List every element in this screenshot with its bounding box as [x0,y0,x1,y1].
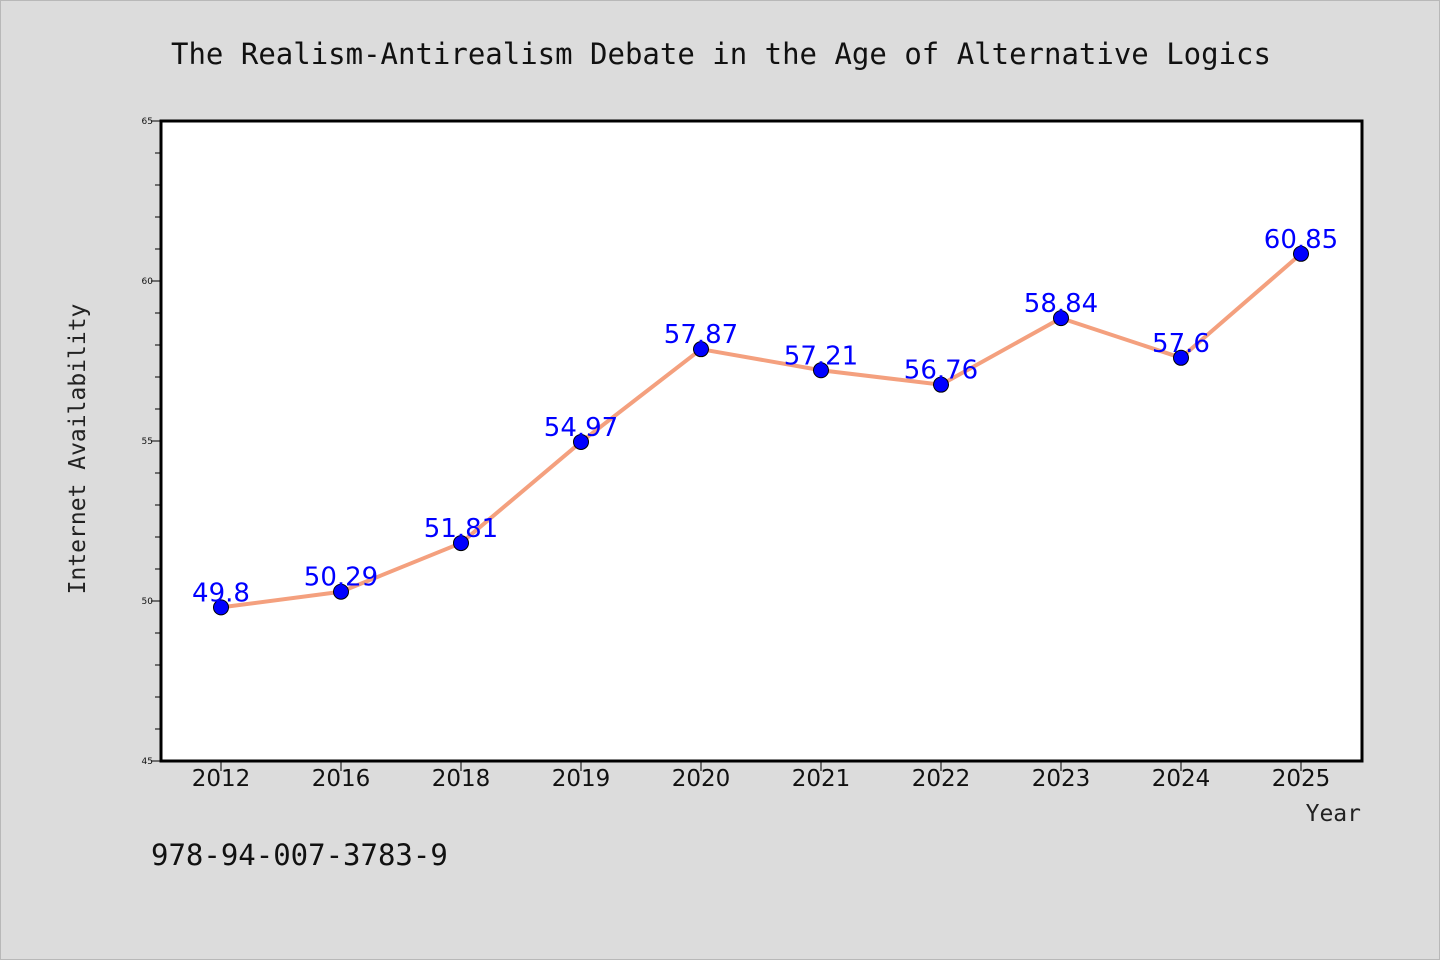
data-point [213,599,229,616]
y-tick-label: 45 [142,757,153,767]
data-markers [213,245,1309,616]
data-point [1173,349,1189,366]
y-axis-label: Internet Availability [65,304,91,595]
x-axis-ticks: 2012 2016 2018 2019 2020 2021 2022 2023 2024 2025 [192,761,1331,792]
x-tick-label: 2021 [792,766,851,792]
data-label: 49.8 [192,578,250,608]
y-tick-label: 50 [142,597,154,607]
data-point [573,433,589,450]
x-axis-label: Year [1306,801,1361,827]
x-tick-label: 2024 [1152,766,1211,792]
data-label: 56.76 [904,356,978,386]
y-axis-ticks: 45 50 55 60 65 [142,117,161,767]
x-tick-label: 2018 [432,766,491,792]
data-point [933,376,949,393]
x-tick-label: 2012 [192,766,251,792]
data-label: 51.81 [424,514,498,544]
x-tick-label: 2019 [552,766,611,792]
data-point [1293,245,1309,262]
x-tick-label: 2020 [672,766,731,792]
data-point [813,362,829,379]
data-label: 60.85 [1264,225,1338,255]
series-line-group [219,251,1303,610]
chart-title: The Realism-Antirealism Debate in the Ag… [171,37,1271,71]
data-point [1053,310,1069,327]
data-point [693,341,709,358]
x-tick-label: 2023 [1032,766,1091,792]
x-tick-label: 2016 [312,766,371,792]
series-line [219,251,1303,610]
y-tick-label: 65 [142,117,153,127]
plot-area [159,119,1364,763]
data-point [453,535,469,552]
y-tick-label: 60 [142,277,154,287]
x-tick-label: 2022 [912,766,971,792]
data-label: 57.87 [664,320,738,350]
y-tick-label: 55 [142,437,153,447]
data-label: 54.97 [544,413,618,443]
data-point [333,583,349,600]
data-label: 50.29 [304,563,378,593]
x-tick-label: 2025 [1272,766,1331,792]
data-label: 57.6 [1152,329,1210,359]
isbn-text: 978-94-007-3783-9 [151,838,448,872]
data-labels: 49.8 50.29 51.81 54.97 57.87 57.21 56.76 58.84 5… [192,225,1338,609]
data-label: 58.84 [1024,289,1098,319]
data-label: 57.21 [784,341,858,371]
